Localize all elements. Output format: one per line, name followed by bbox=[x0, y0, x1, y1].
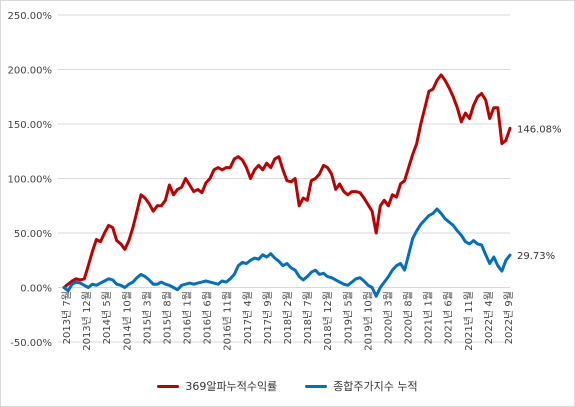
legend-item-alpha: 369알파누적수익률 bbox=[157, 378, 277, 394]
legend-swatch-kospi bbox=[305, 384, 328, 388]
end-label-kospi: 29.73% bbox=[517, 251, 555, 262]
y-tick-label: 200.00% bbox=[8, 66, 53, 77]
x-tick-label: 2015년 8월 bbox=[161, 291, 173, 344]
x-tick-label: 2018년 7월 bbox=[302, 291, 314, 344]
x-tick-label: 2013년 12월 bbox=[81, 291, 93, 351]
y-tick-label: 250.00% bbox=[8, 11, 53, 22]
series-line-kospi bbox=[62, 207, 512, 298]
x-tick-label: 2017년 9월 bbox=[262, 291, 274, 344]
grid-layer bbox=[58, 14, 510, 343]
series-line-alpha bbox=[62, 73, 512, 289]
x-tick-label: 2018년 12월 bbox=[322, 291, 334, 351]
x-tick-label: 2019년 10월 bbox=[362, 291, 374, 351]
x-tick-label: 2016년 6월 bbox=[202, 291, 214, 344]
x-tick-label: 2013년 7월 bbox=[61, 291, 73, 344]
x-tick-label: 2021년 11월 bbox=[463, 291, 475, 351]
legend-item-kospi: 종합주가지수 누적 bbox=[305, 378, 418, 394]
series-layer bbox=[62, 73, 512, 298]
y-tick-label: 100.00% bbox=[8, 175, 53, 186]
x-tick-label: 2014년 10월 bbox=[121, 291, 133, 351]
end-labels: 146.08% 29.73% bbox=[517, 124, 562, 262]
y-tick-label: -50.00% bbox=[10, 338, 52, 349]
x-tick-label: 2021년 1월 bbox=[423, 291, 435, 344]
legend-label-kospi: 종합주가지수 누적 bbox=[333, 380, 418, 393]
x-tick-label: 2020년 8월 bbox=[403, 291, 415, 344]
x-tick-label: 2018년 2월 bbox=[282, 291, 294, 344]
x-tick-label: 2019년 5월 bbox=[342, 291, 354, 344]
x-tick-label: 2015년 3월 bbox=[141, 291, 153, 344]
x-tick-label: 2017년 4월 bbox=[242, 291, 254, 344]
x-tick-label: 2016년 11월 bbox=[222, 291, 234, 351]
legend: 369알파누적수익률 종합주가지수 누적 bbox=[0, 378, 575, 394]
y-axis-ticks: -50.00% 0.00% 50.00% 100.00% 150.00% 200.00% 2… bbox=[8, 11, 53, 349]
x-tick-label: 2016년 1월 bbox=[182, 291, 194, 344]
x-tick-label: 2022년 4월 bbox=[483, 291, 495, 344]
x-tick-label: 2020년 3월 bbox=[382, 291, 394, 344]
y-tick-label: 0.00% bbox=[20, 284, 52, 295]
y-tick-label: 50.00% bbox=[14, 229, 52, 240]
end-label-alpha: 146.08% bbox=[517, 124, 562, 135]
y-tick-label: 150.00% bbox=[8, 120, 53, 131]
x-tick-label: 2022년 9월 bbox=[503, 291, 515, 344]
x-tick-label: 2021년 6월 bbox=[443, 291, 455, 344]
legend-swatch-alpha bbox=[157, 384, 180, 388]
x-axis-ticks: 2013년 7월 2013년 12월 2014년 5월 2014년 10월 2015년 … bbox=[61, 291, 515, 351]
legend-label-alpha: 369알파누적수익률 bbox=[185, 380, 278, 393]
x-tick-label: 2014년 5월 bbox=[101, 291, 113, 344]
